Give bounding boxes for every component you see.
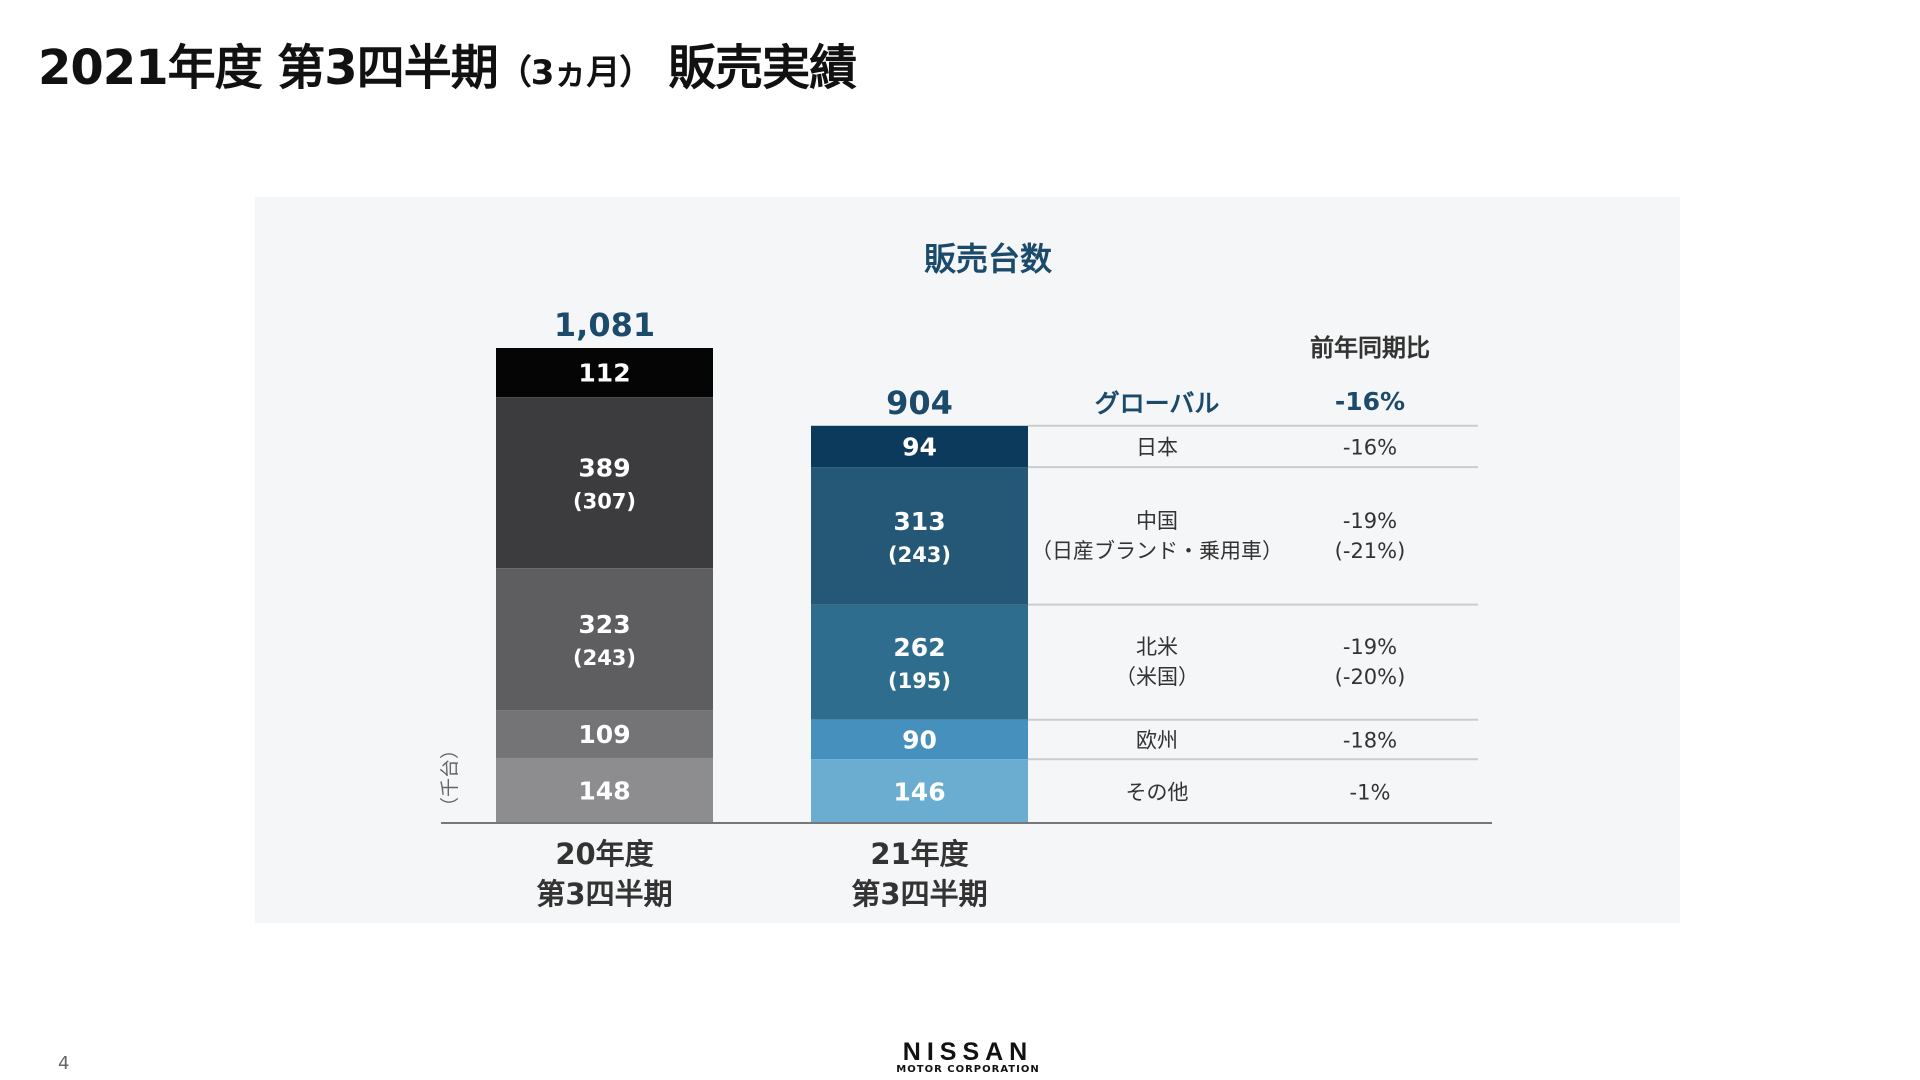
bar-segment	[811, 604, 1028, 720]
segment-value-label: 109	[578, 720, 630, 749]
yoy-header: 前年同期比	[1310, 334, 1430, 362]
segment-value-label: 323	[578, 610, 630, 639]
yoy-sub-value: (-21%)	[1335, 539, 1406, 563]
segment-value-label: 112	[578, 359, 630, 388]
chart-title: 販売台数	[924, 240, 1053, 278]
region-label: 北米	[1136, 635, 1178, 659]
logo-name: NISSAN	[902, 1038, 1034, 1066]
segment-value-label: 262	[893, 633, 945, 662]
segment-value-label: 148	[578, 776, 630, 805]
bar-segment	[811, 759, 1028, 824]
bar-segment	[496, 348, 713, 398]
global-label: グローバル	[1095, 389, 1220, 418]
bar-segment	[811, 467, 1028, 605]
logo-sub: MOTOR CORPORATION	[896, 1064, 1040, 1075]
yoy-value: -1%	[1350, 780, 1391, 804]
bar-segment	[811, 425, 1028, 468]
region-sub-label: （米国）	[1115, 665, 1199, 689]
bar-segment	[496, 710, 713, 758]
title-paren: （3ヵ月）	[497, 53, 654, 93]
yoy-value: -19%	[1343, 635, 1397, 659]
segment-sub-label: (195)	[888, 669, 951, 693]
bar-segment	[811, 719, 1028, 760]
title-suffix: 販売実績	[652, 40, 857, 96]
yoy-value: -16%	[1343, 435, 1397, 459]
region-label: その他	[1126, 780, 1189, 804]
bar-segment	[496, 757, 713, 823]
title-main: 2021年度 第3四半期	[38, 40, 499, 96]
nissan-logo: NISSAN MOTOR CORPORATION	[868, 1038, 1068, 1076]
bar-segment	[496, 568, 713, 711]
segment-value-label: 313	[893, 507, 945, 536]
region-label: 中国	[1136, 509, 1178, 533]
bar-total-label: 1,081	[554, 306, 655, 344]
yoy-value: -18%	[1343, 729, 1397, 753]
yoy-sub-value: (-20%)	[1335, 665, 1406, 689]
segment-value-label: 146	[893, 777, 945, 806]
region-sub-label: （日産ブランド・乗用車）	[1031, 539, 1283, 563]
page-number: 4	[58, 1053, 70, 1074]
unit-label: （千台）	[439, 740, 461, 816]
category-label: 21年度	[870, 837, 968, 871]
segment-sub-label: (307)	[573, 490, 636, 514]
segment-sub-label: (243)	[573, 646, 636, 670]
page-title: 2021年度 第3四半期（3ヵ月） 販売実績	[38, 28, 857, 98]
region-label: 日本	[1136, 435, 1178, 459]
region-label: 欧州	[1136, 729, 1178, 753]
category-label: 第3四半期	[851, 877, 987, 911]
category-label: 第3四半期	[536, 877, 672, 911]
segment-value-label: 94	[902, 432, 937, 461]
segment-sub-label: (243)	[888, 543, 951, 567]
segment-value-label: 90	[902, 726, 937, 755]
global-yoy: -16%	[1335, 387, 1405, 416]
category-label: 20年度	[555, 837, 653, 871]
bar-total-label: 904	[886, 384, 953, 422]
segment-value-label: 389	[578, 454, 630, 483]
bar-segment	[496, 397, 713, 569]
yoy-value: -19%	[1343, 509, 1397, 533]
